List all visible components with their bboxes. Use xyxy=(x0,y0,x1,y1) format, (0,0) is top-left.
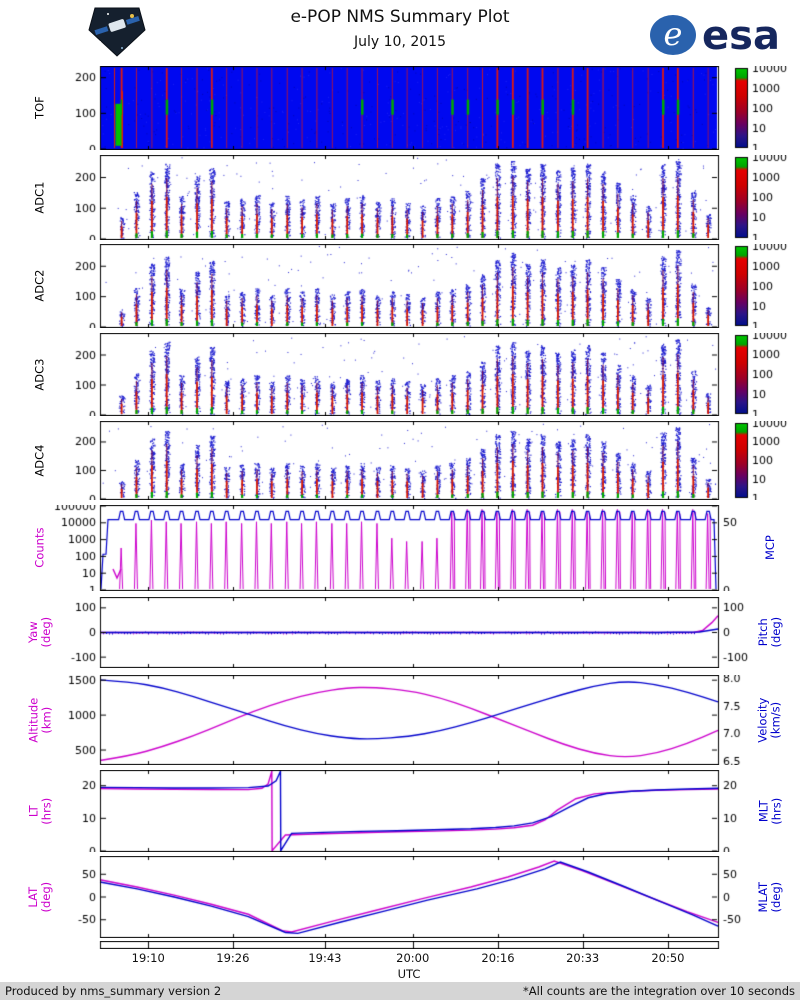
page-date: July 10, 2015 xyxy=(354,34,446,50)
panel-adc1: ADC1 xyxy=(0,155,800,240)
footer-note: *All counts are the integration over 10 … xyxy=(523,984,795,998)
page-title: e-POP NMS Summary Plot xyxy=(290,7,510,27)
x-tick-label: 19:43 xyxy=(308,951,342,965)
panel-adc4: ADC4 xyxy=(0,421,800,500)
counts-plot-canvas xyxy=(0,505,800,591)
panel-adc2: ADC2 xyxy=(0,244,800,328)
altitude-plot-canvas xyxy=(0,675,800,765)
x-axis-tick-labels: 19:10 19:26 19:43 20:00 20:16 20:33 20:50 xyxy=(0,951,800,965)
panel-counts: Counts MCP xyxy=(0,505,800,591)
panel-lat: LAT (deg) MLAT (deg) xyxy=(0,856,800,938)
x-tick-label: 20:33 xyxy=(566,951,600,965)
panel-altitude: Altitude (km) Velocity (km/s) xyxy=(0,675,800,765)
footer: Produced by nms_summary version 2 *All c… xyxy=(0,982,800,1000)
adc3-plot-canvas xyxy=(0,333,800,416)
footer-produced-by: Produced by nms_summary version 2 xyxy=(5,984,222,998)
time-axis-plot-canvas xyxy=(0,941,800,949)
tof-plot-canvas xyxy=(0,66,800,150)
x-tick-label: 20:00 xyxy=(396,951,430,965)
yaw-plot-canvas xyxy=(0,597,800,668)
x-tick-label: 20:50 xyxy=(651,951,685,965)
x-tick-label: 19:26 xyxy=(216,951,250,965)
esa-e-icon: e xyxy=(664,15,683,53)
lat-plot-canvas xyxy=(0,856,800,938)
panel-lt: LT (hrs) MLT (hrs) xyxy=(0,770,800,852)
panel-tof: TOF xyxy=(0,66,800,150)
epop-mission-logo-icon xyxy=(88,7,146,57)
panel-yaw: Yaw (deg) Pitch (deg) xyxy=(0,597,800,668)
panel-time-axis xyxy=(0,941,800,949)
panel-adc3: ADC3 xyxy=(0,333,800,416)
esa-logo-text: esa xyxy=(702,13,780,58)
esa-disc-icon xyxy=(650,15,696,55)
x-tick-label: 20:16 xyxy=(481,951,515,965)
esa-logo: e esa xyxy=(648,12,786,62)
x-axis-title: UTC xyxy=(397,967,421,981)
x-tick-label: 19:10 xyxy=(131,951,165,965)
lt-plot-canvas xyxy=(0,770,800,852)
adc2-plot-canvas xyxy=(0,244,800,328)
adc4-plot-canvas xyxy=(0,421,800,500)
adc1-plot-canvas xyxy=(0,155,800,240)
satellite-icon xyxy=(94,14,140,35)
